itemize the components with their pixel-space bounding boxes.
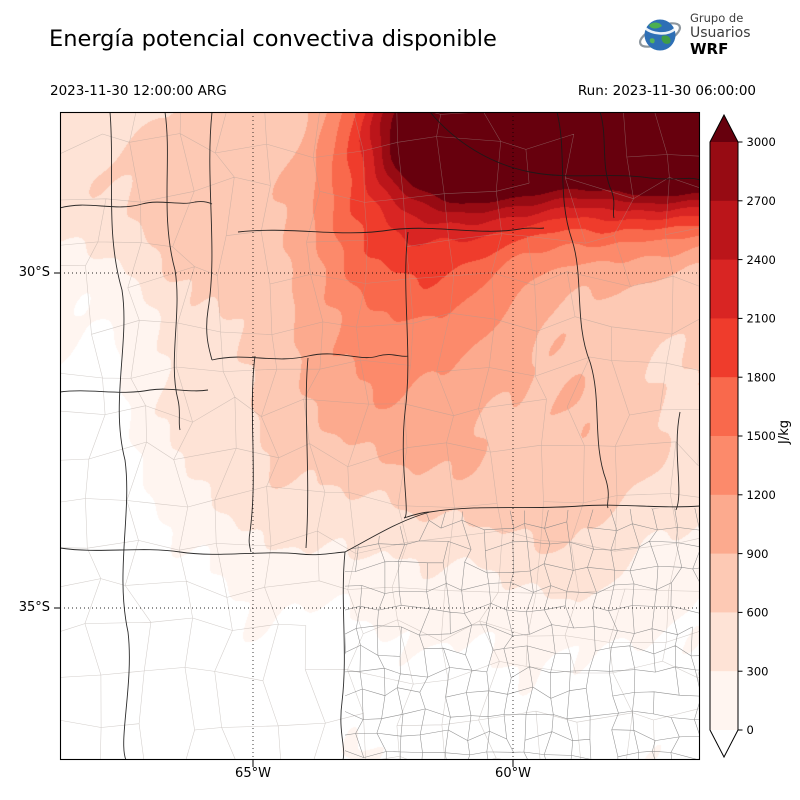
latitude-label: 35°S: [18, 600, 50, 615]
colorbar-tick-label: 300: [747, 664, 769, 678]
graticule: [60, 112, 700, 760]
colorbar-units-label: J/kg: [777, 420, 792, 444]
logo-text: Grupo de Usuarios WRF: [690, 11, 751, 59]
colorbar-tick-label: 1500: [747, 429, 776, 443]
department-boundary-lines: [60, 112, 700, 760]
colorbar-tick-label: 900: [747, 547, 769, 561]
buenosaires-department-mesh: [345, 508, 700, 760]
colorbar-tick-label: 1800: [747, 370, 776, 384]
logo-line-3: WRF: [690, 40, 729, 59]
colorbar-tick-label: 2400: [747, 253, 776, 267]
colorbar-band: [710, 318, 738, 378]
colorbar-band: [710, 200, 738, 261]
run-time-label: Run: 2023-11-30 06:00:00: [577, 83, 756, 99]
map-panel: [54, 111, 701, 767]
colorbar-over-arrow: [710, 115, 738, 142]
latitude-label: 30°S: [18, 265, 50, 280]
colorbar: 3000 2700 2400 2100 1800 1500 1200 900 600 300 0: [709, 113, 800, 765]
logo-line-2: Usuarios: [690, 25, 751, 42]
colorbar-tick-label: 3000: [747, 135, 776, 149]
colorbar-band: [710, 436, 738, 496]
logo-line-1: Grupo de: [690, 11, 744, 25]
colorbar-under-arrow: [710, 730, 738, 757]
colorbar-band: [710, 671, 738, 731]
colorbar-tick-label: 2700: [747, 194, 776, 208]
cape-field-canvas: [60, 112, 700, 760]
longitude-label: 60°W: [495, 766, 531, 781]
colorbar-tick-label: 2100: [747, 312, 776, 326]
colorbar-band: [710, 142, 738, 202]
longitude-label: 65°W: [235, 766, 271, 781]
colorbar-tick-label: 0: [747, 723, 754, 737]
map-overlay: [54, 111, 701, 767]
colorbar-band: [710, 377, 738, 437]
department-boundaries-mesh: [60, 112, 700, 760]
page-title: Energía potencial convectiva disponible: [49, 26, 497, 52]
valid-time-label: 2023-11-30 12:00:00 ARG: [50, 83, 227, 99]
colorbar-tick-label: 1200: [747, 488, 776, 502]
province-boundaries: [60, 112, 700, 760]
colorbar-band: [710, 494, 738, 555]
department-boundary-lines: [345, 508, 700, 760]
axis-ticks: [54, 272, 514, 767]
globe-icon: [638, 19, 682, 51]
colorbar-band: [710, 612, 738, 672]
colorbar-band: [710, 553, 738, 613]
colorbar-band: [710, 259, 738, 319]
map-frame: [59, 111, 701, 761]
wrf-users-group-logo: Grupo de Usuarios WRF: [637, 11, 751, 59]
colorbar-tick-label: 600: [747, 606, 769, 620]
